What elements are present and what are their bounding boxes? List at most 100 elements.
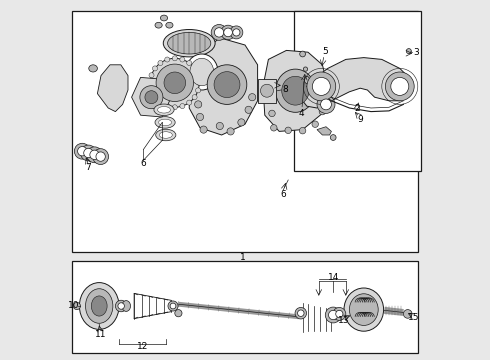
Text: 6: 6 [141,159,147,168]
Circle shape [328,310,338,320]
Text: 6: 6 [280,190,286,199]
Ellipse shape [172,105,177,110]
Ellipse shape [190,58,214,86]
Ellipse shape [192,95,197,100]
Ellipse shape [216,122,223,130]
Ellipse shape [282,76,309,105]
Ellipse shape [86,289,113,323]
Ellipse shape [122,301,130,311]
Ellipse shape [299,127,306,134]
Circle shape [211,24,227,40]
Circle shape [84,148,93,158]
Ellipse shape [196,73,200,78]
Text: 7: 7 [85,163,91,172]
Ellipse shape [321,94,327,100]
Ellipse shape [156,64,194,102]
Ellipse shape [89,65,98,72]
Text: 8: 8 [282,85,288,94]
Ellipse shape [261,84,273,97]
Circle shape [230,26,243,39]
Ellipse shape [304,76,310,84]
Circle shape [80,145,97,161]
Bar [258,79,276,103]
Bar [294,11,421,171]
Circle shape [295,307,307,319]
Circle shape [118,303,124,309]
Ellipse shape [149,73,154,78]
Circle shape [168,301,178,311]
Ellipse shape [158,60,163,66]
Ellipse shape [172,56,177,61]
Ellipse shape [145,91,158,104]
Ellipse shape [152,95,157,100]
Polygon shape [263,50,328,131]
Circle shape [87,147,102,163]
Ellipse shape [155,117,175,128]
Text: 1: 1 [240,253,246,262]
Ellipse shape [74,302,80,310]
Ellipse shape [154,104,174,116]
Ellipse shape [152,66,157,71]
Ellipse shape [187,100,192,105]
Bar [72,261,418,353]
Circle shape [391,77,409,95]
Ellipse shape [238,119,245,126]
Circle shape [312,77,330,95]
Ellipse shape [227,128,234,135]
Ellipse shape [245,106,252,113]
Ellipse shape [192,66,197,71]
Ellipse shape [195,101,202,108]
Ellipse shape [349,294,378,325]
Text: 9: 9 [357,115,363,124]
Circle shape [77,147,87,156]
Ellipse shape [319,108,326,115]
Ellipse shape [150,58,199,107]
Ellipse shape [196,88,200,93]
Ellipse shape [180,104,185,109]
Ellipse shape [156,129,176,141]
Ellipse shape [168,32,211,54]
Text: 13: 13 [338,316,350,325]
Ellipse shape [91,296,107,316]
Ellipse shape [269,110,275,117]
Ellipse shape [344,288,384,331]
Ellipse shape [186,54,218,90]
Circle shape [386,72,414,101]
Circle shape [336,310,343,318]
Circle shape [74,143,90,159]
Circle shape [170,303,176,309]
Ellipse shape [158,100,163,105]
Circle shape [90,150,99,159]
Circle shape [325,307,341,323]
Ellipse shape [166,22,173,28]
Ellipse shape [160,15,168,21]
Polygon shape [303,58,411,108]
Ellipse shape [303,67,308,71]
Circle shape [317,95,335,113]
Ellipse shape [180,57,185,62]
Ellipse shape [79,283,119,329]
Ellipse shape [163,30,215,57]
Circle shape [307,72,336,101]
Circle shape [221,25,235,40]
Circle shape [297,310,304,316]
Ellipse shape [403,310,412,318]
Ellipse shape [214,72,240,98]
Polygon shape [132,77,171,117]
Ellipse shape [155,22,162,28]
Ellipse shape [175,310,182,317]
Ellipse shape [187,60,192,66]
Ellipse shape [197,80,202,85]
Ellipse shape [285,127,292,134]
Circle shape [224,28,232,37]
Circle shape [93,149,109,165]
Ellipse shape [196,113,204,121]
Ellipse shape [159,119,171,126]
Ellipse shape [164,72,186,94]
Ellipse shape [159,132,172,138]
Circle shape [333,307,346,320]
Ellipse shape [207,65,247,104]
Text: 5: 5 [322,46,328,55]
Polygon shape [98,65,128,112]
Polygon shape [317,127,331,135]
